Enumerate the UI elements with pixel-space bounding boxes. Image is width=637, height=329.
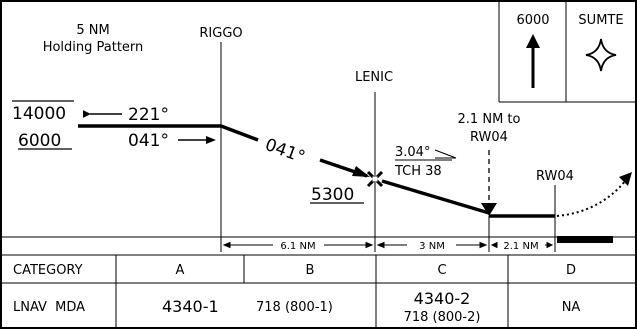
glidepath-angle: 3.04° — [395, 145, 430, 160]
map-arrowhead-icon — [481, 203, 497, 216]
distance-riggo-lenic: 6.1 NM — [280, 241, 315, 252]
rw04-fix-name: RW04 — [536, 169, 574, 184]
lnav-c-height: 718 (800-2) — [404, 310, 481, 325]
map-distance: 2.1 NM to — [458, 112, 521, 127]
final-descent-path — [381, 179, 490, 215]
distance-arrows — [222, 241, 554, 249]
category-d-header: D — [566, 263, 576, 278]
category-header: CATEGORY — [13, 263, 83, 278]
outbound-course: 221° — [128, 105, 169, 125]
lenic-fix-name: LENIC — [355, 70, 393, 85]
map-runway: RW04 — [470, 130, 508, 145]
faf-cross-icon — [366, 170, 384, 188]
descent-course: 041° — [262, 135, 307, 168]
runway-bar — [557, 236, 613, 243]
descent-arrowhead-icon — [352, 166, 370, 177]
lnav-mda-label: LNAV MDA — [13, 300, 85, 315]
descent-path-dashed-1 — [220, 124, 259, 142]
minima-table — [2, 254, 636, 328]
lnav-ab-minimum: 4340-1 — [162, 297, 219, 316]
missed-fix-name: SUMTE — [578, 13, 623, 28]
holding-distance: 5 NM — [76, 23, 109, 38]
missed-arrowhead-icon — [619, 172, 632, 186]
category-b-header: B — [306, 263, 315, 278]
waypoint-star-icon — [585, 38, 617, 72]
glidepath-symbol-slope — [434, 149, 457, 159]
lnav-c-minimum: 4340-2 — [414, 289, 471, 308]
distance-lenic-map: 3 NM — [419, 241, 445, 252]
distance-map-runway: 2.1 NM — [503, 241, 538, 252]
lnav-ab-height: 718 (800-1) — [256, 300, 333, 315]
category-a-header: A — [176, 263, 185, 278]
inbound-course: 041° — [128, 131, 169, 151]
lnav-d-minimum: NA — [562, 300, 581, 315]
min-altitude: 6000 — [18, 131, 61, 151]
missed-approach-curve — [556, 179, 627, 217]
lenic-altitude: 5300 — [311, 185, 354, 205]
max-altitude: 14000 — [12, 104, 66, 124]
climb-arrowhead-icon — [526, 34, 540, 48]
missed-altitude: 6000 — [516, 13, 549, 28]
riggo-fix-name: RIGGO — [199, 26, 242, 41]
threshold-crossing-height: TCH 38 — [394, 164, 442, 179]
inbound-arrowhead-icon — [206, 136, 216, 144]
category-c-header: C — [437, 263, 446, 278]
missed-approach-box: 6000 SUMTE — [498, 2, 636, 103]
holding-pattern-label: Holding Pattern — [43, 40, 144, 55]
